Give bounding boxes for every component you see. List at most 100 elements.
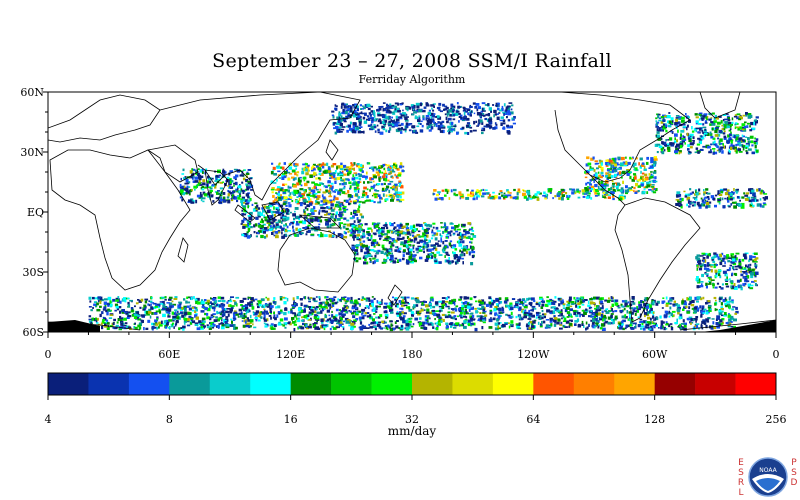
rain-cell <box>219 181 223 184</box>
rain-cell <box>477 319 480 322</box>
rain-cell <box>352 310 357 313</box>
rain-cell <box>296 196 299 198</box>
rain-cell <box>317 177 321 180</box>
rain-cell <box>331 187 333 191</box>
rain-cell <box>549 320 553 323</box>
rain-cell <box>238 312 243 316</box>
rain-cell <box>523 306 528 309</box>
rain-cell <box>336 320 339 322</box>
rain-cell <box>356 311 359 314</box>
rain-cell <box>696 307 700 311</box>
rain-cell <box>331 320 335 322</box>
rain-cell <box>135 302 139 305</box>
rain-cell <box>180 189 184 193</box>
rain-cell <box>114 309 117 312</box>
rain-cell <box>345 310 349 314</box>
rain-cell <box>527 321 530 325</box>
rain-cell <box>495 297 499 301</box>
rain-cell <box>315 317 320 320</box>
rain-cell <box>206 312 209 316</box>
rain-cell <box>526 314 529 317</box>
rain-cell <box>150 296 153 300</box>
rain-cell <box>204 186 207 189</box>
rain-cell <box>137 299 140 301</box>
rain-cell <box>605 193 609 196</box>
rain-cell <box>275 223 279 226</box>
rain-cell <box>104 318 107 321</box>
rain-cell <box>96 322 99 324</box>
rain-cell <box>695 195 698 198</box>
rain-cell <box>406 296 410 299</box>
rain-cell <box>233 182 236 185</box>
rain-cell <box>440 235 443 238</box>
rain-cell <box>399 195 402 199</box>
rain-cell <box>691 191 694 194</box>
rain-cell <box>677 199 680 203</box>
rain-cell <box>325 305 328 309</box>
rain-cell <box>444 303 447 305</box>
rain-cell <box>287 185 290 189</box>
rain-cell <box>258 319 261 322</box>
rain-cell <box>245 312 248 315</box>
rain-cell <box>378 244 381 247</box>
rain-cell <box>742 135 745 138</box>
rain-cell <box>528 302 533 305</box>
rain-cell <box>716 145 719 149</box>
rain-cell <box>706 196 710 198</box>
rain-cell <box>243 209 247 213</box>
rain-cell <box>336 205 339 208</box>
rain-cell <box>386 316 389 319</box>
rain-cell <box>116 307 120 311</box>
rain-cell <box>246 188 250 191</box>
rain-cell <box>420 324 425 327</box>
rain-cell <box>439 233 442 236</box>
rain-cell <box>225 326 230 329</box>
rain-cell <box>679 142 684 146</box>
rain-cell <box>359 213 363 216</box>
rain-cell <box>433 245 437 248</box>
rain-cell <box>630 324 634 327</box>
rain-cell <box>716 121 721 125</box>
rain-cell <box>244 304 249 308</box>
rain-cell <box>244 306 249 310</box>
rain-cell <box>121 322 125 326</box>
rain-cell <box>240 304 243 307</box>
rain-cell <box>324 234 328 237</box>
rain-cell <box>422 245 425 249</box>
rain-cell <box>133 326 136 329</box>
rain-cell <box>142 307 145 309</box>
rain-cell <box>488 296 492 300</box>
rain-cell <box>510 311 513 315</box>
rain-cell <box>427 323 432 326</box>
rain-cell <box>519 306 522 310</box>
rain-cell <box>458 191 462 195</box>
rain-cell <box>729 198 733 201</box>
rain-cell <box>392 187 396 191</box>
rain-cell <box>636 309 639 313</box>
rain-cell <box>204 307 208 311</box>
rain-cell <box>690 318 695 322</box>
rain-cell <box>625 324 629 328</box>
rain-cell <box>594 304 596 307</box>
rain-cell <box>386 305 390 308</box>
rain-cell <box>361 312 363 316</box>
rain-cell <box>682 326 685 329</box>
rain-cell <box>734 148 737 152</box>
rain-cell <box>118 306 122 309</box>
rain-cell <box>281 231 283 235</box>
rain-cell <box>268 302 272 306</box>
rain-cell <box>396 200 400 202</box>
rain-cell <box>253 326 257 329</box>
rain-cell <box>317 184 321 187</box>
rain-cell <box>581 303 585 306</box>
rain-cell <box>727 151 731 155</box>
rain-cell <box>753 142 757 145</box>
rain-cell <box>679 323 681 327</box>
rain-cell <box>185 188 189 192</box>
rain-cell <box>271 227 274 231</box>
rain-cell <box>209 324 214 328</box>
rain-cell <box>186 185 189 188</box>
rain-cell <box>295 227 298 231</box>
rain-cell <box>480 301 484 305</box>
rain-cell <box>136 314 141 317</box>
